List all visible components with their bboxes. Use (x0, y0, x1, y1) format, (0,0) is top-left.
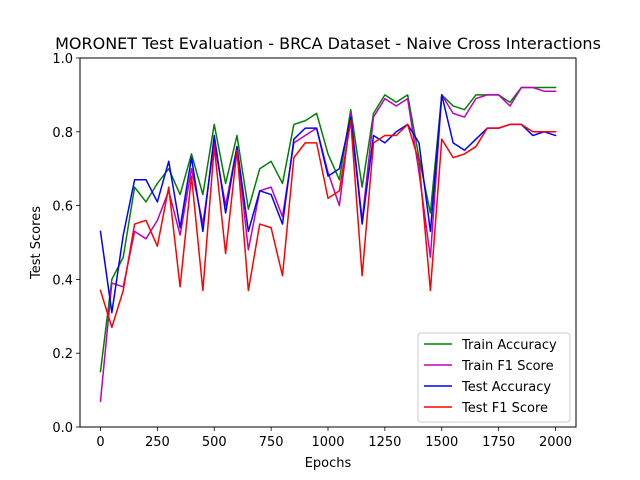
x-tick-label: 1500 (425, 435, 458, 450)
series-line-2 (99, 94, 557, 314)
y-axis-label: Test Scores (29, 206, 44, 280)
y-tick-label: 1.0 (52, 52, 73, 67)
x-tick-label: 750 (259, 435, 284, 450)
y-tick-label: 0.8 (52, 126, 73, 141)
y-tick-label: 0.2 (52, 347, 73, 362)
y-tick-label: 0.4 (52, 273, 73, 288)
x-tick-label: 2000 (539, 435, 572, 450)
plot-area (99, 86, 557, 402)
y-tick-label: 0.6 (52, 200, 73, 215)
series-line-1 (99, 86, 557, 402)
legend-label-1: Train F1 Score (461, 359, 554, 374)
x-tick-label: 250 (145, 435, 170, 450)
x-tick-label: 0 (96, 435, 104, 450)
series-line-0 (99, 86, 557, 373)
y-tick-label: 0.0 (52, 421, 73, 436)
x-tick-label: 1750 (482, 435, 515, 450)
y-axis: 0.0 0.2 0.4 0.6 0.8 1.0 (52, 52, 80, 436)
x-tick-label: 1000 (311, 435, 344, 450)
legend-label-3: Test F1 Score (461, 401, 548, 416)
series-line-3 (99, 119, 557, 329)
x-tick-label: 1250 (368, 435, 401, 450)
x-axis: 0 250 500 750 1000 1250 1500 1750 2000 (96, 427, 572, 450)
legend: Train Accuracy Train F1 Score Test Accurac… (417, 332, 571, 423)
x-axis-label: Epochs (305, 456, 352, 471)
legend-frame (417, 332, 571, 423)
legend-label-2: Test Accuracy (461, 380, 551, 395)
x-tick-label: 500 (202, 435, 227, 450)
legend-label-0: Train Accuracy (461, 338, 557, 353)
chart-title: MORONET Test Evaluation - BRCA Dataset -… (55, 34, 601, 53)
